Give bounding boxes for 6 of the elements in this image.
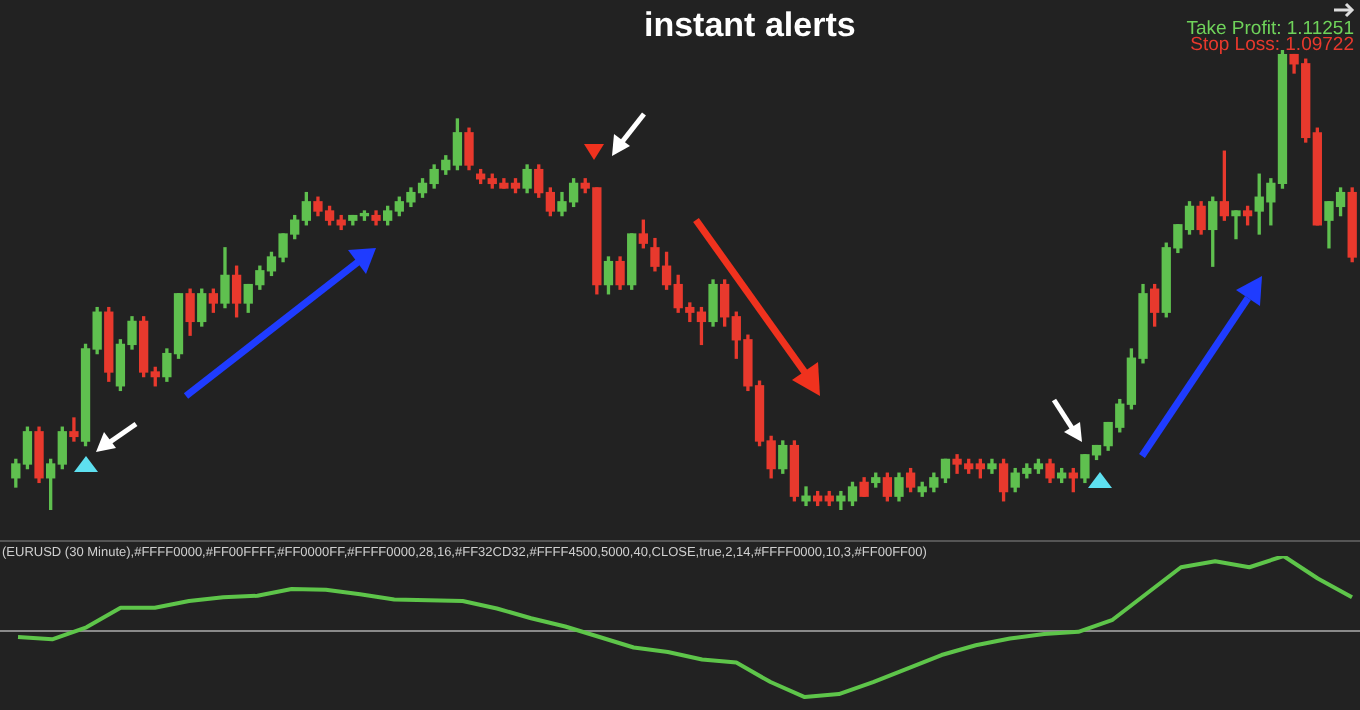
candlestick [1231, 210, 1241, 240]
text: instant alerts [644, 6, 856, 46]
text: Take Profit: 1.11251 [1186, 18, 1354, 40]
annotation: Stop Loss: 1.09722 [1190, 34, 1354, 56]
candlestick [69, 417, 79, 442]
candlestick [801, 486, 811, 507]
